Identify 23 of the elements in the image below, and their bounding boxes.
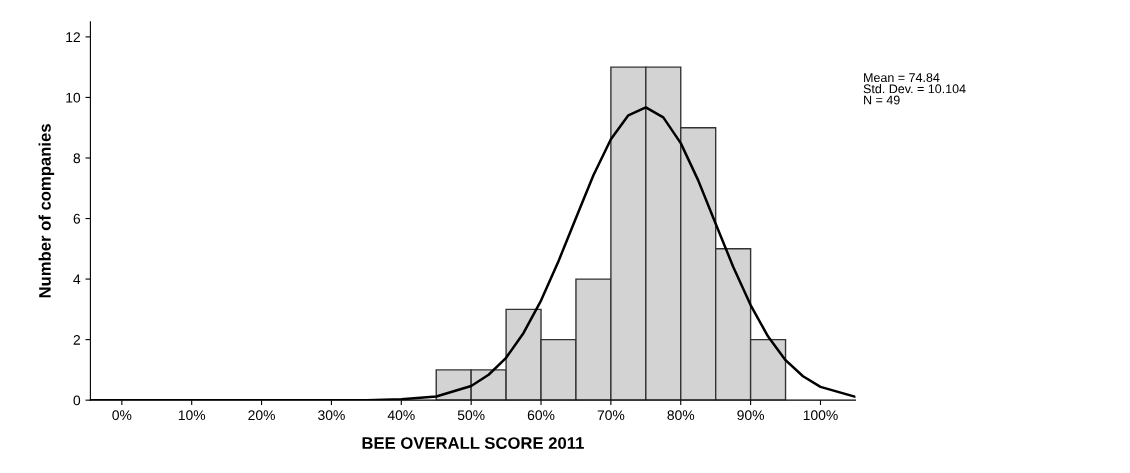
y-tick-label: 4 bbox=[73, 274, 81, 285]
y-tick-label: 10 bbox=[66, 92, 81, 103]
x-tick-label: 50% bbox=[457, 410, 485, 421]
text: Mean = 74.84 bbox=[864, 73, 940, 83]
x-tick-label: 60% bbox=[527, 410, 555, 421]
x-tick-label: 30% bbox=[318, 410, 345, 421]
y-tick-label: 2 bbox=[73, 334, 80, 345]
x-tick-label: 40% bbox=[387, 410, 415, 421]
x-axis-title: BEE OVERALL SCORE 2011 bbox=[362, 437, 584, 449]
x-tick-label: 0% bbox=[112, 410, 132, 421]
x-tick-label: 100% bbox=[803, 410, 838, 421]
y-tick-label: 12 bbox=[66, 32, 80, 42]
text: N = 49 bbox=[864, 95, 900, 105]
x-tick-label: 80% bbox=[667, 410, 695, 421]
y-tick-label: 8 bbox=[73, 153, 81, 164]
y-tick-label: 6 bbox=[73, 213, 81, 224]
x-tick-label: 20% bbox=[248, 410, 275, 421]
x-tick-label: 10% bbox=[178, 410, 206, 421]
text: Std. Dev. = 10.104 bbox=[863, 84, 966, 94]
y-tick-label: 0 bbox=[73, 395, 81, 406]
x-tick-label: 90% bbox=[737, 410, 765, 421]
y-axis-title: Number of companies bbox=[38, 124, 55, 298]
x-tick-label: 70% bbox=[597, 410, 625, 421]
